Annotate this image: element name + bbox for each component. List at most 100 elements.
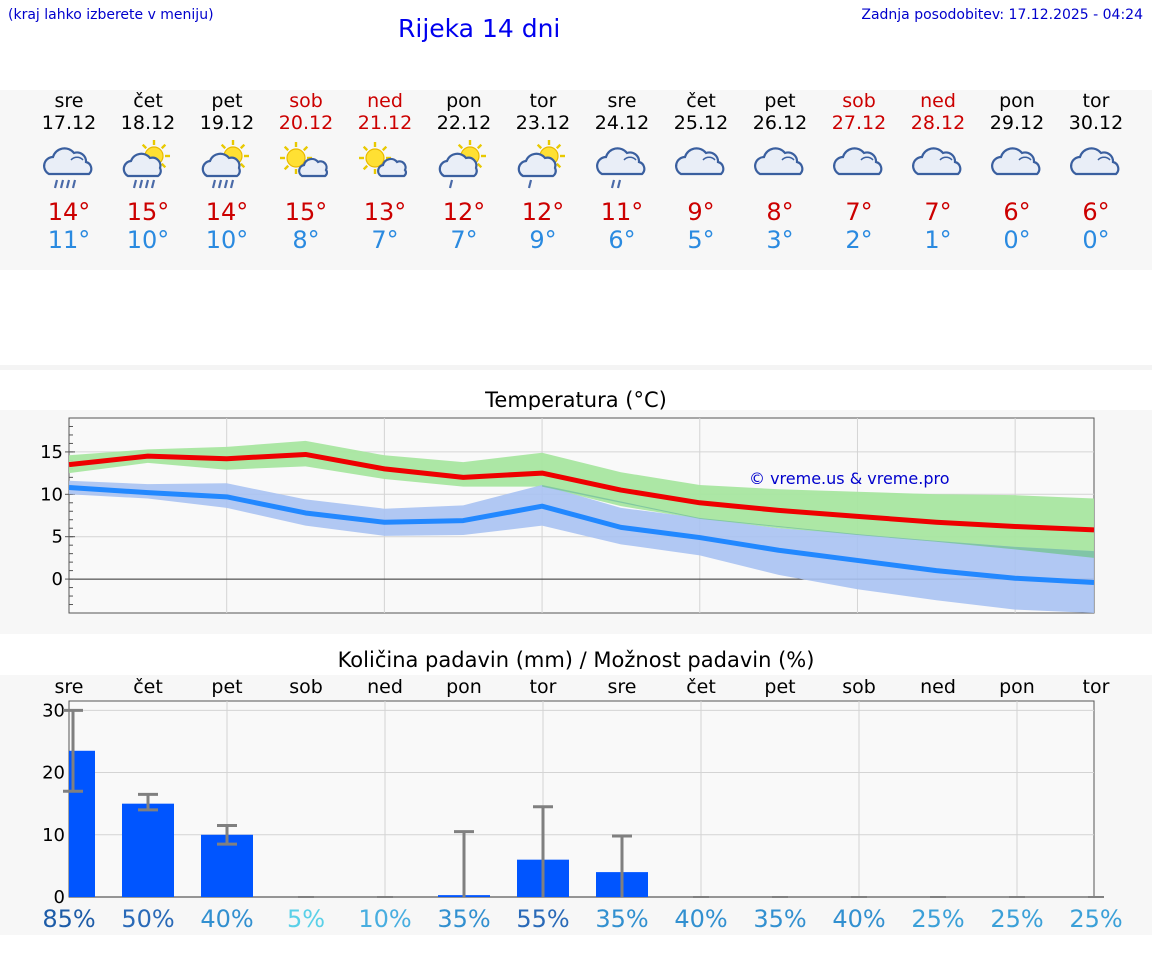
min-temperature: 6° xyxy=(608,226,636,254)
cloud xyxy=(298,157,329,178)
weather-icon xyxy=(438,140,486,189)
day-date: 18.12 xyxy=(120,112,176,134)
watermark: © vreme.us & vreme.pro xyxy=(749,469,950,488)
precipitation-bar xyxy=(122,803,174,897)
max-temperature-band xyxy=(69,440,1094,558)
max-temperature: 15° xyxy=(284,198,328,226)
cloud-heavy-rain-icon xyxy=(43,147,93,189)
max-temperature: 14° xyxy=(47,198,91,226)
precipitation-probability: 35% xyxy=(437,905,490,933)
day-name: tor xyxy=(529,90,557,112)
day-date: 27.12 xyxy=(831,112,887,134)
precipitation-probability: 35% xyxy=(595,905,648,933)
precipitation-probability: 35% xyxy=(753,905,806,933)
rain-drops xyxy=(53,179,77,189)
max-temperature: 9° xyxy=(687,198,715,226)
min-temperature: 5° xyxy=(687,226,715,254)
day-name: čet xyxy=(133,90,163,112)
cloud-detail xyxy=(1018,156,1032,161)
day-name: pet xyxy=(211,90,243,112)
max-temperature-line xyxy=(68,451,1095,533)
precipitation-probability: 25% xyxy=(990,905,1043,933)
category-label: sre xyxy=(608,676,637,698)
cloud xyxy=(122,152,162,178)
max-temperature: 14° xyxy=(205,198,249,226)
cloud-icon xyxy=(912,147,962,176)
cloud-detail xyxy=(939,156,953,161)
precipitation-probability: 50% xyxy=(121,905,174,933)
weather-icon xyxy=(754,147,804,176)
max-temperature: 6° xyxy=(1003,198,1031,226)
rain-drops xyxy=(448,179,454,189)
day-date: 19.12 xyxy=(199,112,255,134)
category-label: pon xyxy=(999,676,1035,698)
sun-cloud-light-rain-icon xyxy=(438,140,486,189)
precipitation-probability: 85% xyxy=(42,905,95,933)
y-tick-label: 30 xyxy=(42,700,65,721)
category-label: sob xyxy=(289,676,323,698)
rain-drops xyxy=(211,179,235,189)
day-date: 28.12 xyxy=(910,112,966,134)
cloud xyxy=(377,157,408,178)
max-temperature: 12° xyxy=(442,198,486,226)
category-label: čet xyxy=(686,676,716,698)
cloud xyxy=(201,152,241,178)
precipitation-chart: sre čet pet sob ned pon tor sre čet pet sob ned pon t… xyxy=(42,676,1123,933)
min-temperature: 8° xyxy=(292,226,320,254)
max-temperature: 7° xyxy=(845,198,873,226)
precipitation-probability: 40% xyxy=(674,905,727,933)
cloud xyxy=(833,147,883,176)
rain-drops xyxy=(610,179,622,189)
day-name: sob xyxy=(289,90,323,112)
category-label: tor xyxy=(530,676,557,698)
weather-icon xyxy=(122,140,170,189)
cloud xyxy=(438,152,478,178)
cloud-detail xyxy=(70,156,84,161)
category-label: pet xyxy=(211,676,242,698)
cloud-icon xyxy=(754,147,804,176)
page-title: Rijeka 14 dni xyxy=(398,14,561,43)
y-tick-label: 10 xyxy=(40,484,63,505)
day-date: 21.12 xyxy=(357,112,413,134)
day-date: 23.12 xyxy=(515,112,571,134)
category-label: čet xyxy=(133,676,163,698)
sun-cloud-light-rain-icon xyxy=(517,140,565,189)
weather-icon xyxy=(201,140,249,189)
forecast-strip: sre 17.12 14° 11° čet 18.12 15° 10° pet 19.12 14° 1… xyxy=(0,90,1152,270)
day-date: 29.12 xyxy=(989,112,1045,134)
day-date: 20.12 xyxy=(278,112,334,134)
category-label: sre xyxy=(55,676,84,698)
sun-small-cloud-icon xyxy=(280,142,329,178)
min-temperature: 7° xyxy=(450,226,478,254)
weather-icon xyxy=(280,142,329,178)
day-name: sob xyxy=(842,90,876,112)
sun-cloud-heavy-rain-icon xyxy=(201,140,249,189)
day-name: čet xyxy=(686,90,716,112)
cloud xyxy=(1070,147,1120,176)
cloud-icon xyxy=(991,147,1041,176)
precipitation-probability: 55% xyxy=(516,905,569,933)
precipitation-chart-title: Količina padavin (mm) / Možnost padavin … xyxy=(337,648,815,672)
weather-icon xyxy=(833,147,883,176)
weather-icon xyxy=(596,147,646,189)
location-hint: (kraj lahko izberete v meniju) xyxy=(8,7,214,23)
day-date: 25.12 xyxy=(673,112,729,134)
max-temperature: 11° xyxy=(600,198,644,226)
day-name: sre xyxy=(607,90,637,112)
day-name: tor xyxy=(1082,90,1110,112)
day-date: 30.12 xyxy=(1068,112,1124,134)
day-name: pon xyxy=(999,90,1035,112)
y-tick-label: 15 xyxy=(40,442,63,463)
day-date: 24.12 xyxy=(594,112,650,134)
cloud xyxy=(596,147,646,176)
y-tick-label: 20 xyxy=(42,763,65,784)
day-name: ned xyxy=(920,90,956,112)
temperature-chart-title: Temperatura (°C) xyxy=(485,388,667,412)
cloud-icon xyxy=(833,147,883,176)
min-temperature: 3° xyxy=(766,226,794,254)
weather-icon xyxy=(359,142,408,178)
cloud-detail xyxy=(781,156,795,161)
cloud-icon xyxy=(675,147,725,176)
min-temperature: 11° xyxy=(47,226,91,254)
max-temperature: 13° xyxy=(363,198,407,226)
